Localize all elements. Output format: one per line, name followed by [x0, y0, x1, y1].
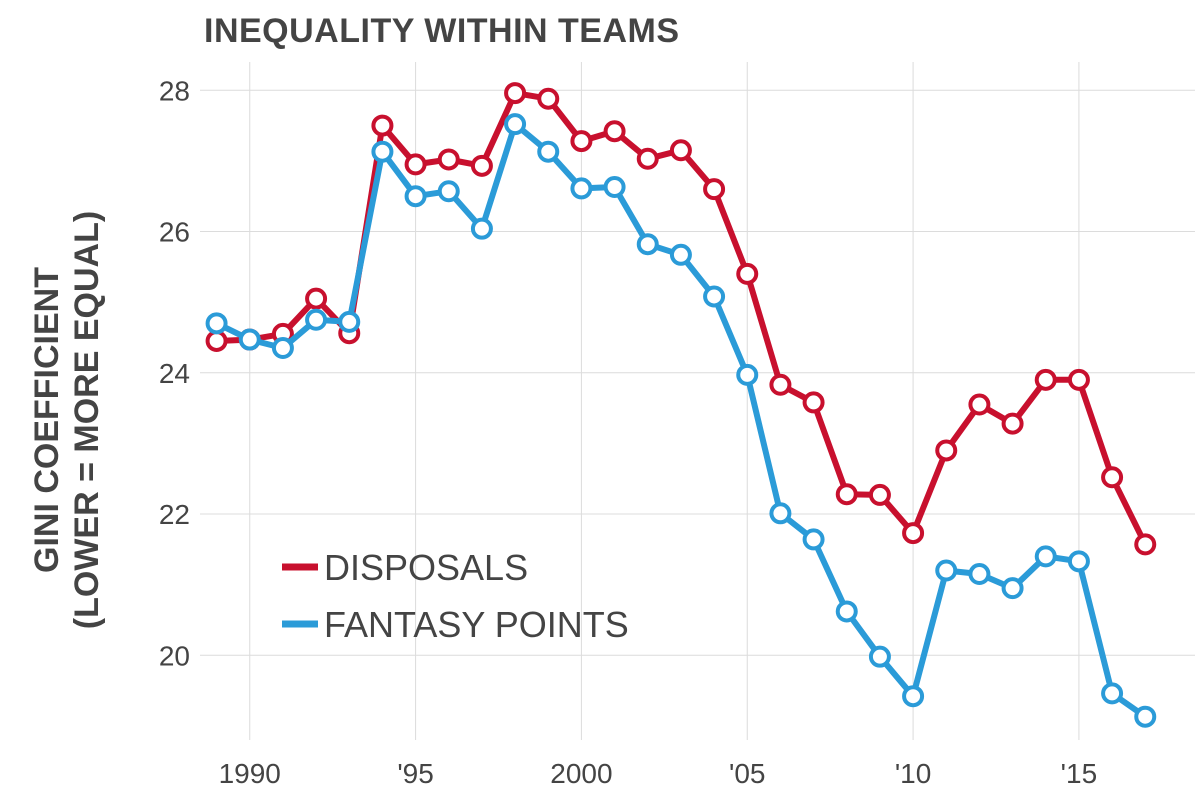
data-point-fantasy-points: [305, 308, 328, 331]
data-point-fantasy-points: [868, 645, 891, 668]
data-point-disposals: [305, 287, 328, 310]
data-point-disposals: [902, 522, 925, 545]
data-point-fantasy-points: [603, 176, 626, 199]
data-point-fantasy-points: [404, 185, 427, 208]
data-point-disposals: [1034, 368, 1057, 391]
data-point-disposals: [1134, 533, 1157, 556]
data-point-fantasy-points: [835, 600, 858, 623]
data-point-fantasy-points: [1001, 577, 1024, 600]
data-point-fantasy-points: [669, 243, 692, 266]
data-point-disposals: [769, 373, 792, 396]
data-point-fantasy-points: [537, 140, 560, 163]
data-point-disposals: [437, 148, 460, 171]
x-tick-label: '95: [397, 758, 434, 789]
x-tick-label: '15: [1061, 758, 1098, 789]
data-point-disposals: [205, 329, 228, 352]
data-point-fantasy-points: [271, 337, 294, 360]
y-tick-label: 26: [159, 217, 190, 248]
data-point-fantasy-points: [570, 177, 593, 200]
x-tick-label: 1990: [219, 758, 281, 789]
x-tick-label: 2000: [550, 758, 612, 789]
data-point-fantasy-points: [802, 528, 825, 551]
legend-label-fantasy-points: FANTASY POINTS: [324, 604, 629, 645]
data-point-fantasy-points: [935, 559, 958, 582]
data-point-disposals: [470, 154, 493, 177]
data-point-disposals: [703, 178, 726, 201]
data-point-fantasy-points: [338, 310, 361, 333]
data-point-disposals: [968, 393, 991, 416]
data-point-disposals: [404, 153, 427, 176]
y-tick-label: 24: [159, 358, 190, 389]
y-tick-label: 28: [159, 75, 190, 106]
data-point-fantasy-points: [1134, 705, 1157, 728]
data-point-fantasy-points: [968, 563, 991, 586]
data-point-disposals: [570, 130, 593, 153]
data-point-disposals: [371, 114, 394, 137]
x-tick-label: '10: [895, 758, 932, 789]
data-point-disposals: [504, 82, 527, 105]
data-point-fantasy-points: [504, 113, 527, 136]
data-point-fantasy-points: [636, 233, 659, 256]
data-point-fantasy-points: [703, 285, 726, 308]
data-point-disposals: [1101, 466, 1124, 489]
data-point-fantasy-points: [205, 312, 228, 335]
data-point-fantasy-points: [371, 140, 394, 163]
data-point-disposals: [669, 139, 692, 162]
series-disposals: [205, 82, 1157, 556]
chart-title: INEQUALITY WITHIN TEAMS: [204, 12, 680, 50]
data-point-disposals: [1067, 368, 1090, 391]
data-point-fantasy-points: [1067, 550, 1090, 573]
data-point-disposals: [802, 391, 825, 414]
grid: [200, 62, 1195, 740]
data-point-fantasy-points: [1034, 545, 1057, 568]
data-point-fantasy-points: [902, 685, 925, 708]
data-point-fantasy-points: [238, 328, 261, 351]
data-point-fantasy-points: [437, 180, 460, 203]
x-tick-label: '05: [729, 758, 766, 789]
data-point-fantasy-points: [470, 217, 493, 240]
data-point-disposals: [835, 483, 858, 506]
data-point-disposals: [1001, 412, 1024, 435]
data-point-disposals: [603, 120, 626, 143]
data-point-disposals: [736, 262, 759, 285]
data-point-disposals: [537, 87, 560, 110]
data-point-disposals: [935, 439, 958, 462]
series-fantasy-points: [205, 113, 1157, 728]
y-tick-label: 22: [159, 499, 190, 530]
data-point-disposals: [868, 483, 891, 506]
data-point-disposals: [636, 147, 659, 170]
legend: DISPOSALS FANTASY POINTS: [282, 547, 629, 645]
legend-label-disposals: DISPOSALS: [324, 547, 528, 588]
data-point-fantasy-points: [1101, 682, 1124, 705]
y-tick-label: 20: [159, 640, 190, 671]
data-point-fantasy-points: [736, 363, 759, 386]
data-point-fantasy-points: [769, 502, 792, 525]
